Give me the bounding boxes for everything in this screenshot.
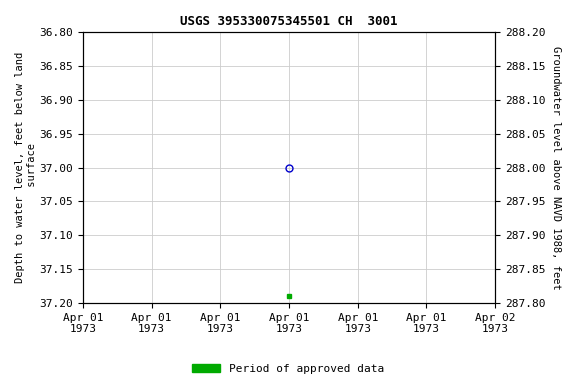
Y-axis label: Groundwater level above NAVD 1988, feet: Groundwater level above NAVD 1988, feet <box>551 46 561 290</box>
Title: USGS 395330075345501 CH  3001: USGS 395330075345501 CH 3001 <box>180 15 398 28</box>
Legend: Period of approved data: Period of approved data <box>188 359 388 379</box>
Y-axis label: Depth to water level, feet below land
 surface: Depth to water level, feet below land su… <box>15 52 37 283</box>
